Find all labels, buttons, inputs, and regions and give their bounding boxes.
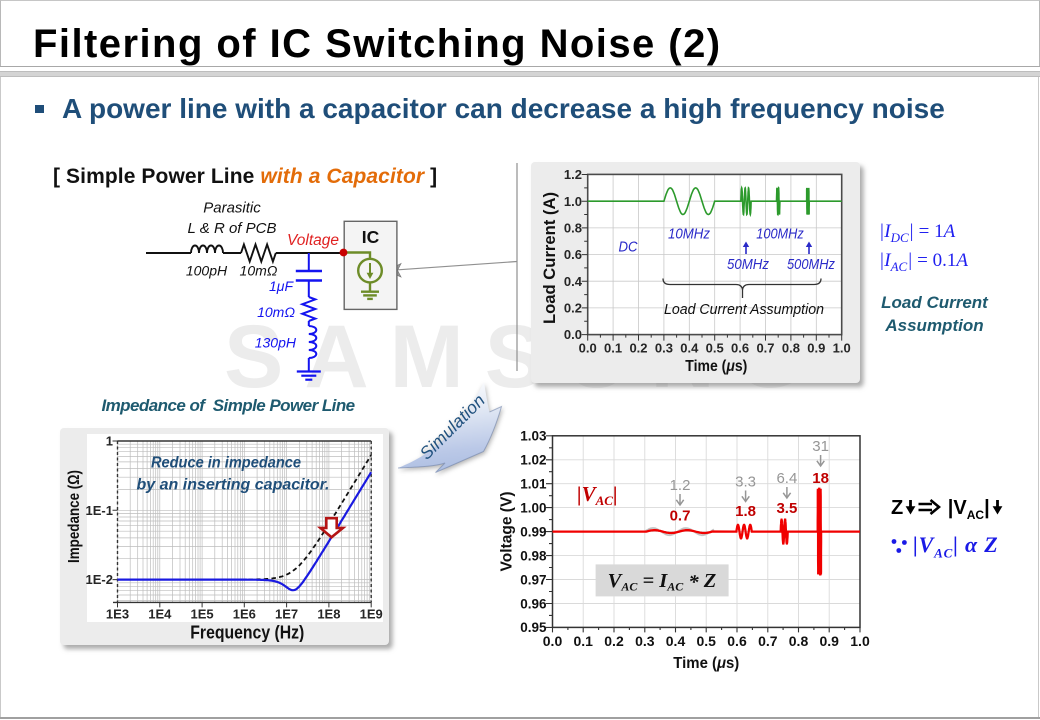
svg-text:0.3: 0.3 bbox=[655, 341, 673, 356]
svg-text:1μF: 1μF bbox=[269, 278, 294, 294]
svg-text:50MHz: 50MHz bbox=[727, 256, 769, 273]
svg-text:1E9: 1E9 bbox=[360, 607, 383, 622]
svg-text:3.5: 3.5 bbox=[776, 500, 797, 517]
svg-text:0.0: 0.0 bbox=[579, 341, 597, 356]
svg-text:Voltage: Voltage bbox=[287, 232, 339, 249]
svg-text:Time (μs): Time (μs) bbox=[685, 358, 747, 375]
svg-text:0.2: 0.2 bbox=[564, 301, 582, 316]
svg-text:0.9: 0.9 bbox=[807, 341, 825, 356]
svg-text:1E8: 1E8 bbox=[317, 607, 340, 622]
svg-text:0.6: 0.6 bbox=[564, 247, 582, 262]
svg-text:1.02: 1.02 bbox=[520, 453, 546, 468]
svg-text:1E6: 1E6 bbox=[233, 607, 256, 622]
svg-text:0.8: 0.8 bbox=[564, 221, 582, 236]
svg-text:0.6: 0.6 bbox=[731, 341, 749, 356]
svg-text:L & R of PCB: L & R of PCB bbox=[188, 220, 277, 237]
svg-text:Frequency (Hz): Frequency (Hz) bbox=[190, 623, 304, 643]
svg-text:18: 18 bbox=[812, 470, 829, 487]
svg-text:1.2: 1.2 bbox=[670, 477, 691, 494]
svg-text:6.4: 6.4 bbox=[776, 470, 797, 487]
svg-text:0.8: 0.8 bbox=[789, 633, 809, 649]
svg-text:by an inserting capacitor.: by an inserting capacitor. bbox=[137, 477, 330, 494]
svg-text:0.5: 0.5 bbox=[706, 341, 724, 356]
svg-text:Load Current Assumption: Load Current Assumption bbox=[664, 301, 824, 318]
svg-text:1.0: 1.0 bbox=[850, 633, 870, 649]
svg-text:1.0: 1.0 bbox=[833, 341, 851, 356]
svg-text:0.4: 0.4 bbox=[680, 341, 699, 356]
svg-text:IC: IC bbox=[362, 227, 380, 247]
svg-text:Time (μs): Time (μs) bbox=[673, 655, 739, 672]
svg-text:Voltage (V): Voltage (V) bbox=[499, 492, 516, 572]
svg-text:0.96: 0.96 bbox=[520, 596, 547, 611]
svg-text:500MHz: 500MHz bbox=[787, 256, 835, 273]
svg-text:1E-1: 1E-1 bbox=[86, 503, 113, 518]
svg-text:1: 1 bbox=[106, 434, 113, 449]
svg-text:130pH: 130pH bbox=[255, 335, 297, 351]
svg-text:1E5: 1E5 bbox=[191, 607, 214, 622]
svg-text:0.7: 0.7 bbox=[758, 633, 778, 649]
svg-text:Impedance (Ω): Impedance (Ω) bbox=[66, 470, 83, 563]
svg-text:0.3: 0.3 bbox=[635, 633, 655, 649]
svg-text:0.0: 0.0 bbox=[543, 633, 563, 649]
svg-text:1.0: 1.0 bbox=[564, 194, 582, 209]
svg-text:1.2: 1.2 bbox=[564, 167, 582, 182]
svg-text:3.3: 3.3 bbox=[735, 474, 756, 491]
svg-text:0.98: 0.98 bbox=[520, 548, 547, 563]
svg-text:100MHz: 100MHz bbox=[756, 226, 804, 243]
svg-text:0.95: 0.95 bbox=[520, 620, 547, 635]
svg-text:Reduce in impedance: Reduce in impedance bbox=[151, 455, 301, 472]
svg-text:1.8: 1.8 bbox=[735, 503, 756, 520]
svg-text:Parasitic: Parasitic bbox=[203, 200, 261, 217]
svg-text:10mΩ: 10mΩ bbox=[257, 304, 295, 320]
svg-text:0.2: 0.2 bbox=[604, 633, 624, 649]
svg-text:0.1: 0.1 bbox=[573, 633, 593, 649]
svg-text:1.01: 1.01 bbox=[520, 477, 547, 492]
svg-text:0.1: 0.1 bbox=[604, 341, 622, 356]
svg-text:0.4: 0.4 bbox=[564, 274, 583, 289]
svg-text:31: 31 bbox=[812, 438, 829, 455]
svg-text:1E-2: 1E-2 bbox=[86, 572, 113, 587]
svg-text:|VAC|: |VAC| bbox=[577, 482, 618, 508]
svg-text:1.03: 1.03 bbox=[520, 429, 547, 444]
svg-text:0.0: 0.0 bbox=[564, 327, 582, 342]
svg-text:0.2: 0.2 bbox=[629, 341, 647, 356]
svg-text:0.8: 0.8 bbox=[782, 341, 800, 356]
svg-text:0.5: 0.5 bbox=[696, 633, 716, 649]
svg-text:DC: DC bbox=[619, 239, 638, 256]
svg-text:1E7: 1E7 bbox=[275, 607, 298, 622]
svg-text:0.9: 0.9 bbox=[819, 633, 839, 649]
svg-text:0.7: 0.7 bbox=[756, 341, 774, 356]
svg-text:100pH: 100pH bbox=[186, 263, 228, 279]
svg-text:0.99: 0.99 bbox=[520, 524, 546, 539]
svg-text:1E4: 1E4 bbox=[148, 607, 172, 622]
svg-text:10MHz: 10MHz bbox=[668, 226, 710, 243]
svg-text:10mΩ: 10mΩ bbox=[240, 263, 278, 279]
svg-text:1.00: 1.00 bbox=[520, 500, 546, 515]
svg-text:0.7: 0.7 bbox=[670, 508, 691, 525]
svg-text:0.97: 0.97 bbox=[520, 572, 546, 587]
svg-text:0.6: 0.6 bbox=[727, 633, 747, 649]
svg-text:Load Current (A): Load Current (A) bbox=[541, 192, 559, 324]
svg-text:0.4: 0.4 bbox=[666, 633, 686, 649]
svg-text:1E3: 1E3 bbox=[106, 607, 129, 622]
